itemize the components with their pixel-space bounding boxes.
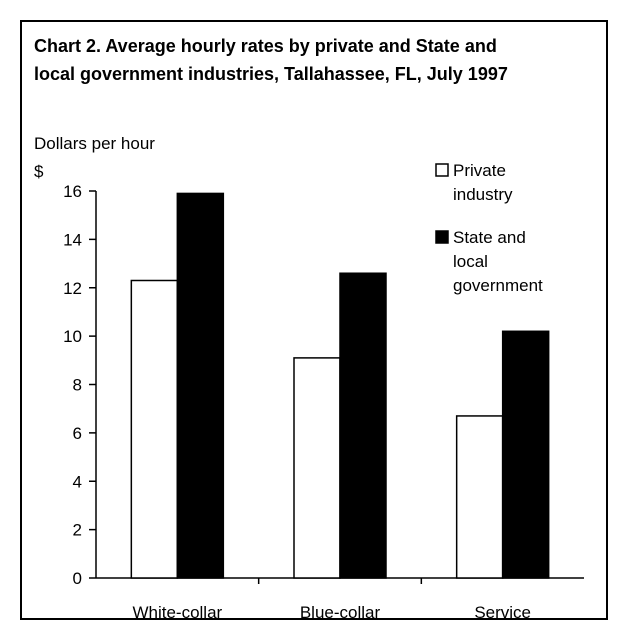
y-tick-label: 0 [73,569,82,588]
chart-title-line-2: local government industries, Tallahassee… [34,64,508,84]
bar-state-local-government [176,192,225,579]
bar-private-industry [293,357,341,579]
y-tick-label: 2 [73,521,82,540]
x-tick-label: Service [474,603,531,622]
legend-label: State and [453,228,526,247]
plot-area: 0 2 4 6 8 10 12 14 16 White-collar Blue-collar Serv… [63,182,584,622]
y-tick-label: 16 [63,182,82,201]
y-axis-unit: $ [34,162,44,181]
legend-swatch [435,163,449,177]
y-tick-label: 4 [73,472,82,491]
y-tick-label: 6 [73,424,82,443]
legend: Private industry State and local government [435,161,543,295]
y-tick-label: 10 [63,327,82,346]
bar-private-industry [130,279,179,579]
y-tick-label: 14 [63,230,82,249]
legend-label: Private [453,161,506,180]
x-tick-label: Blue-collar [300,603,381,622]
chart-title-line-1: Chart 2. Average hourly rates by private… [34,36,497,56]
legend-label: government [453,276,543,295]
x-tick-label: White-collar [132,603,222,622]
bar-state-local-government [501,330,550,579]
bar-state-local-government [339,272,387,579]
y-axis-label: Dollars per hour [34,134,155,153]
legend-swatch [435,230,449,244]
y-tick-label: 8 [73,376,82,395]
bar-private-industry [455,415,504,579]
legend-label: local [453,252,488,271]
y-tick-label: 12 [63,279,82,298]
legend-label: industry [453,185,513,204]
